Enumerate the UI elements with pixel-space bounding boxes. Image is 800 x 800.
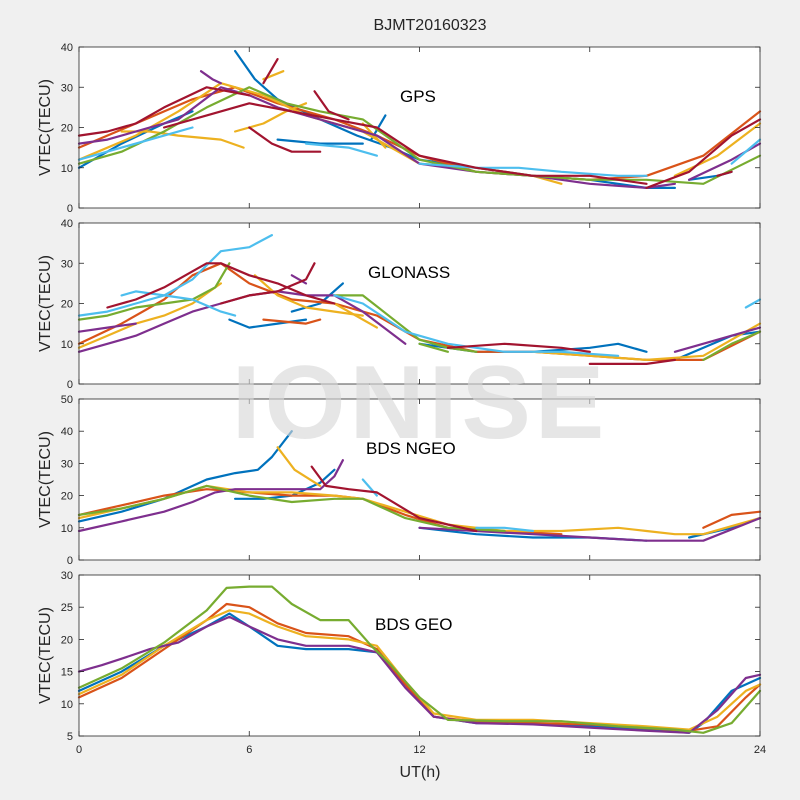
x-tick-label: 0 [76,744,82,756]
series-line [744,298,762,309]
series-line [77,262,231,321]
x-axis-label: UT(h) [400,764,441,781]
y-tick-label: 30 [61,258,73,270]
series-line [446,342,591,353]
panel-bds-ngeo: 0 10 20 30 40 50 VTEC(TECU) BDS NGEO [37,394,762,567]
series-line [645,118,762,189]
series-line [120,130,245,149]
series-line [199,70,222,85]
y-axis-label: VTEC(TECU) [37,255,54,352]
series-line [531,322,762,361]
panel-bds-geo: 5 10 15 20 25 30 0 6 12 18 24 VTEC(TECU) BDS GEO [37,570,766,756]
panel-label: GPS [400,87,436,106]
panel-label: BDS NGEO [366,439,456,458]
plot-area [79,575,760,736]
y-axis-label: VTEC(TECU) [37,79,54,176]
series-line [77,110,194,169]
series-line [253,274,364,317]
y-tick-label: 10 [61,163,73,175]
series-line [702,510,762,529]
panel-glonass: 0 10 20 30 40 VTEC(TECU) GLONASS [37,218,762,391]
series-line [702,330,762,361]
series-line [163,102,648,185]
y-tick-label: 40 [61,426,73,438]
series-line [77,484,506,533]
x-tick-label: 18 [584,744,596,756]
series-line [333,294,478,353]
y-axis-label: VTEC(TECU) [37,431,54,528]
y-tick-label: 20 [61,123,73,135]
series-line [475,526,535,533]
series-line [716,170,733,177]
series-group [77,49,762,189]
series-line [588,358,676,365]
y-tick-label: 50 [61,394,73,406]
series-line [77,86,676,189]
series-group [77,234,762,365]
series-line [106,262,336,309]
series-line [333,294,620,357]
watermark: IONISE [232,345,609,461]
plot-area [79,399,760,560]
y-tick-label: 30 [61,570,73,582]
y-tick-label: 40 [61,218,73,230]
series-line [248,126,322,153]
panel-gps: 0 10 20 30 40 VTEC(TECU) GPS [37,42,762,215]
series-line [673,326,762,353]
y-tick-label: 20 [61,491,73,503]
y-tick-label: 10 [61,523,73,535]
series-group [77,430,762,542]
series-line [276,138,364,145]
y-tick-label: 10 [61,699,73,711]
series-line [673,122,762,177]
series-line [310,465,478,533]
series-line [276,446,322,487]
series-line [313,90,350,121]
y-tick-label: 10 [61,339,73,351]
y-tick-label: 0 [67,379,73,391]
y-tick-label: 0 [67,555,73,567]
y-tick-label: 5 [67,731,73,743]
series-line [418,162,648,177]
series-line [290,274,308,285]
x-tick-label: 6 [246,744,252,756]
series-line [77,126,194,161]
series-line [120,290,237,317]
series-line [262,318,322,325]
series-line [77,322,137,333]
y-tick-label: 30 [61,82,73,94]
series-line [77,430,293,523]
x-tick-label: 24 [754,744,766,756]
figure-title: BJMT20160323 [374,17,487,34]
y-tick-label: 25 [61,602,73,614]
y-tick-label: 0 [67,203,73,215]
series-line [77,234,273,317]
panel-label: BDS GEO [375,615,452,634]
series-line [77,609,762,731]
series-line [730,138,762,165]
y-tick-label: 20 [61,634,73,646]
series-group [77,585,762,734]
y-tick-label: 30 [61,458,73,470]
y-tick-label: 20 [61,299,73,311]
series-line [77,615,762,734]
series-line [77,86,251,137]
series-line [333,302,378,329]
series-line [304,142,378,157]
y-axis-label: VTEC(TECU) [37,607,54,704]
panel-label: GLONASS [368,263,450,282]
series-line [418,342,449,353]
y-tick-label: 15 [61,667,73,679]
series-line [290,282,344,313]
x-tick-label: 12 [413,744,425,756]
y-tick-label: 40 [61,42,73,54]
series-line [77,282,222,349]
series-line [219,262,316,305]
series-line [262,58,279,85]
series-line [77,585,762,734]
